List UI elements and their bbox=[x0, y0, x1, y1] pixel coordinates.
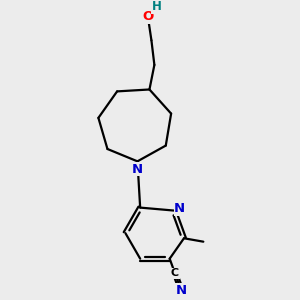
Text: N: N bbox=[176, 284, 187, 297]
Text: O: O bbox=[143, 10, 154, 23]
Text: H: H bbox=[152, 0, 161, 14]
Text: N: N bbox=[132, 163, 143, 176]
Text: C: C bbox=[171, 268, 179, 278]
Text: N: N bbox=[174, 202, 185, 215]
